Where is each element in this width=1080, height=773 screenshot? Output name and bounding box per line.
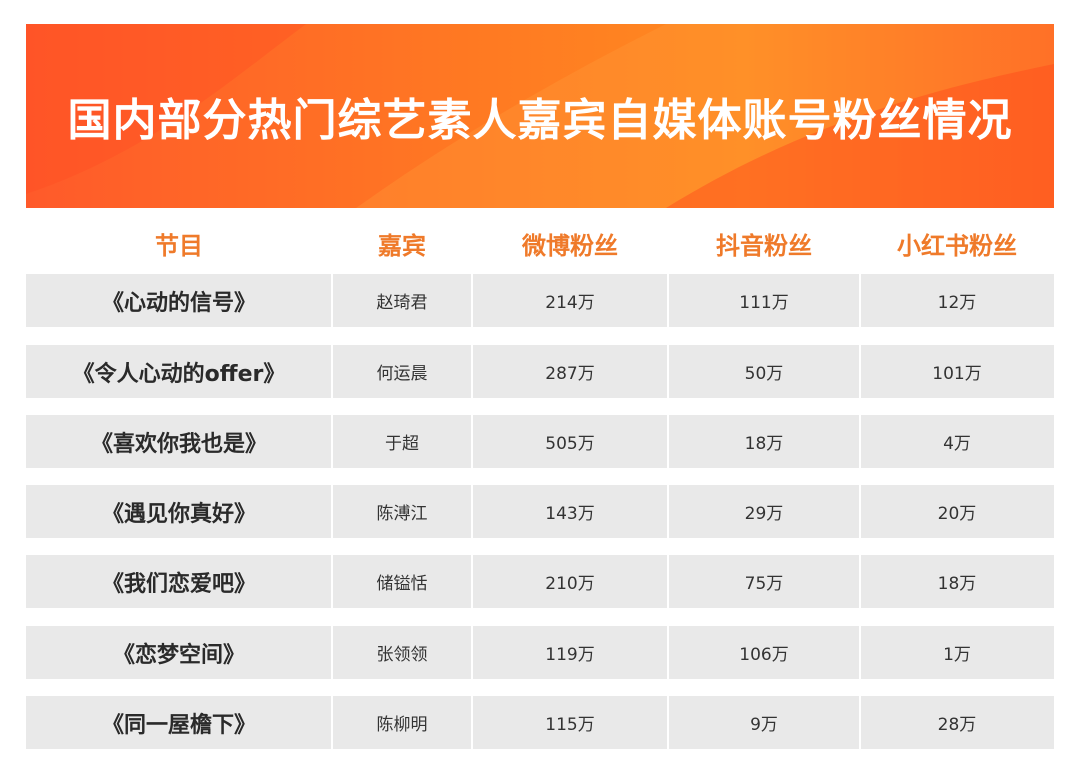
cell-col-weibo: 214万: [545, 293, 595, 313]
column-divider: [667, 415, 669, 468]
cell-col-guest: 陈溥江: [376, 504, 428, 524]
column-divider: [331, 274, 333, 327]
column-divider: [667, 274, 669, 327]
table-header: 节目 嘉宾 微博粉丝 抖音粉丝 小红书粉丝: [26, 218, 1054, 268]
cell-col-xiaohongshu: 28万: [937, 715, 977, 735]
cell-col-douyin: 106万: [739, 645, 789, 665]
column-divider: [331, 555, 333, 608]
cell-col-program: 《我们恋爱吧》: [101, 571, 256, 597]
header-col-guest: 嘉宾: [378, 231, 426, 260]
cell-col-program: 《遇见你真好》: [101, 501, 256, 527]
column-divider: [471, 274, 473, 327]
column-divider: [331, 415, 333, 468]
table-row: 《喜欢你我也是》 于超 505万 18万 4万: [26, 415, 1054, 468]
cell-col-weibo: 505万: [545, 434, 595, 454]
column-divider: [859, 626, 861, 679]
column-divider: [331, 696, 333, 749]
cell-col-guest: 储镒恬: [376, 574, 428, 594]
header-col-xiaohongshu: 小红书粉丝: [897, 231, 1017, 260]
column-divider: [859, 555, 861, 608]
banner-decoration: [26, 24, 1054, 208]
column-divider: [667, 345, 669, 398]
table-row: 《恋梦空间》 张领领 119万 106万 1万: [26, 626, 1054, 679]
column-divider: [667, 485, 669, 538]
cell-col-program: 《令人心动的offer》: [72, 361, 286, 387]
cell-col-xiaohongshu: 101万: [932, 364, 982, 384]
column-divider: [667, 696, 669, 749]
cell-col-weibo: 115万: [545, 715, 595, 735]
column-divider: [471, 696, 473, 749]
column-divider: [667, 626, 669, 679]
table-row: 《心动的信号》 赵琦君 214万 111万 12万: [26, 274, 1054, 327]
cell-col-program: 《喜欢你我也是》: [90, 431, 267, 457]
cell-col-douyin: 50万: [744, 364, 784, 384]
cell-col-weibo: 119万: [545, 645, 595, 665]
cell-col-guest: 张领领: [376, 645, 428, 665]
cell-col-xiaohongshu: 1万: [943, 645, 971, 665]
cell-col-douyin: 18万: [744, 434, 784, 454]
column-divider: [471, 415, 473, 468]
column-divider: [331, 485, 333, 538]
cell-col-weibo: 210万: [545, 574, 595, 594]
header-col-program: 节目: [155, 231, 203, 260]
page-title: 国内部分热门综艺素人嘉宾自媒体账号粉丝情况: [67, 95, 1013, 146]
column-divider: [859, 415, 861, 468]
cell-col-weibo: 143万: [545, 504, 595, 524]
cell-col-xiaohongshu: 4万: [943, 434, 971, 454]
table-row: 《遇见你真好》 陈溥江 143万 29万 20万: [26, 485, 1054, 538]
cell-col-guest: 于超: [385, 434, 419, 454]
header-col-douyin: 抖音粉丝: [716, 231, 812, 260]
title-banner: 国内部分热门综艺素人嘉宾自媒体账号粉丝情况: [26, 24, 1054, 208]
column-divider: [471, 555, 473, 608]
table-row: 《令人心动的offer》 何运晨 287万 50万 101万: [26, 345, 1054, 398]
header-col-weibo: 微博粉丝: [522, 231, 618, 260]
cell-col-douyin: 29万: [744, 504, 784, 524]
cell-col-xiaohongshu: 18万: [937, 574, 977, 594]
cell-col-guest: 陈柳明: [376, 715, 428, 735]
column-divider: [471, 485, 473, 538]
column-divider: [859, 345, 861, 398]
column-divider: [471, 626, 473, 679]
cell-col-douyin: 111万: [739, 293, 789, 313]
cell-col-guest: 何运晨: [376, 364, 428, 384]
table-row: 《同一屋檐下》 陈柳明 115万 9万 28万: [26, 696, 1054, 749]
column-divider: [859, 696, 861, 749]
cell-col-xiaohongshu: 12万: [937, 293, 977, 313]
column-divider: [471, 345, 473, 398]
column-divider: [859, 274, 861, 327]
cell-col-program: 《同一屋檐下》: [101, 712, 256, 738]
cell-col-guest: 赵琦君: [376, 293, 428, 313]
cell-col-program: 《恋梦空间》: [112, 642, 245, 668]
column-divider: [667, 555, 669, 608]
column-divider: [331, 345, 333, 398]
column-divider: [859, 485, 861, 538]
table-row: 《我们恋爱吧》 储镒恬 210万 75万 18万: [26, 555, 1054, 608]
cell-col-xiaohongshu: 20万: [937, 504, 977, 524]
cell-col-douyin: 75万: [744, 574, 784, 594]
cell-col-douyin: 9万: [750, 715, 778, 735]
cell-col-weibo: 287万: [545, 364, 595, 384]
cell-col-program: 《心动的信号》: [101, 290, 256, 316]
column-divider: [331, 626, 333, 679]
